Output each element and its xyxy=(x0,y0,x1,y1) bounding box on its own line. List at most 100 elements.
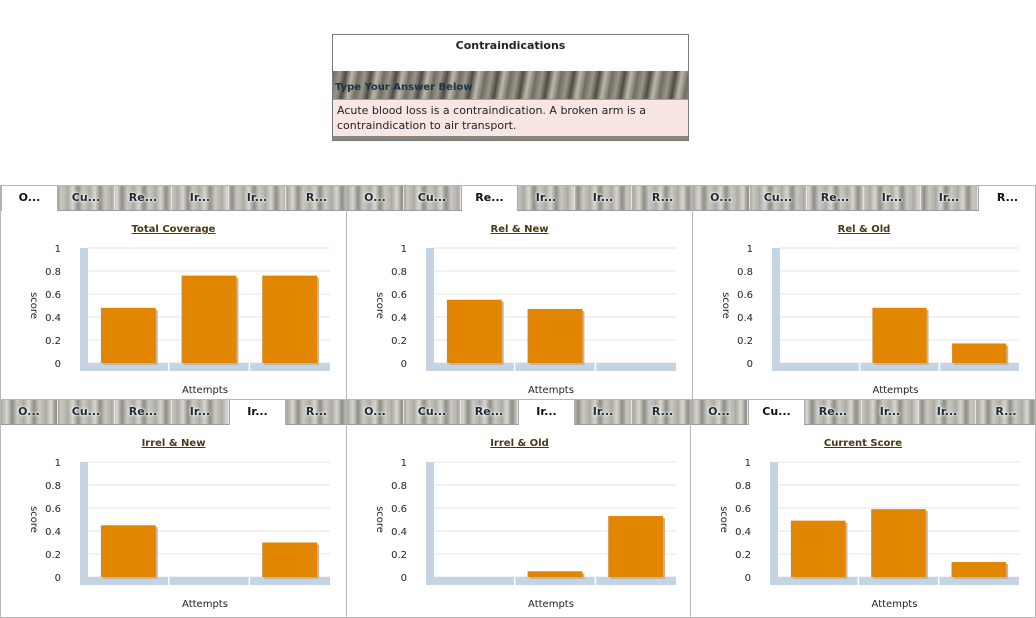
y-tick-label: 0.6 xyxy=(737,290,753,301)
y-tick-label: 0.6 xyxy=(735,504,751,515)
tab-3[interactable]: Re... xyxy=(461,186,518,211)
bar-chart: 0 0.2 0.4 0.6 0.8 1 Attempts score xyxy=(28,244,330,396)
tab-6[interactable]: R... xyxy=(976,400,1035,424)
x-axis-title: Attempts xyxy=(528,385,574,396)
tab-4[interactable]: Ir... xyxy=(864,186,921,210)
tab-4[interactable]: Ir... xyxy=(518,186,575,210)
tab-4[interactable]: Ir... xyxy=(862,400,919,424)
tab-6[interactable]: R... xyxy=(632,400,692,424)
y-axis-title: score xyxy=(28,506,39,533)
y-tick-label: 0.6 xyxy=(45,504,61,515)
y-axis-wall xyxy=(772,248,780,371)
bar-chart: 0 0.2 0.4 0.6 0.8 1 Attempts score xyxy=(374,244,676,396)
tab-5[interactable]: Ir... xyxy=(921,186,978,210)
y-axis-title: score xyxy=(720,292,731,319)
y-tick-label: 1 xyxy=(745,458,751,469)
question-card: Contraindications Type Your Answer Below… xyxy=(332,34,689,141)
tab-3[interactable]: Re... xyxy=(807,186,864,210)
tab-3[interactable]: Re... xyxy=(115,400,172,424)
tab-1[interactable]: O... xyxy=(347,186,404,210)
y-axis-title: score xyxy=(374,292,385,319)
tab-5[interactable]: Ir... xyxy=(575,400,632,424)
bar xyxy=(446,299,502,363)
y-tick-label: 1 xyxy=(747,244,753,255)
tab-3[interactable]: Re... xyxy=(115,186,172,210)
tab-4[interactable]: Ir... xyxy=(172,186,229,210)
y-tick-label: 0.8 xyxy=(45,267,61,278)
tab-2[interactable]: Cu... xyxy=(58,400,115,424)
bar xyxy=(181,275,237,363)
question-title: Contraindications xyxy=(455,39,566,52)
bar xyxy=(790,520,846,577)
bar xyxy=(872,307,927,363)
y-tick-label: 0.4 xyxy=(391,527,407,538)
y-tick-label: 0.6 xyxy=(391,290,407,301)
answer-prompt: Type Your Answer Below xyxy=(335,82,473,93)
x-axis-floor xyxy=(780,363,1019,371)
y-axis-title: score xyxy=(718,506,729,533)
tab-2[interactable]: Cu... xyxy=(404,186,461,210)
bar-chart: 0 0.2 0.4 0.6 0.8 1 Attempts score xyxy=(720,244,1019,396)
y-axis-wall xyxy=(80,248,88,371)
y-tick-label: 0.2 xyxy=(45,550,61,561)
chart-panel: O... Cu... Re... Ir... Ir... R... Current Scor… xyxy=(690,399,1036,618)
chart-panel: O... Cu... Re... Ir... Ir... R... Rel & New 0 0.… xyxy=(346,185,693,400)
tab-2[interactable]: Cu... xyxy=(404,400,461,424)
banner-bottom-strip xyxy=(333,136,688,140)
tab-3[interactable]: Re... xyxy=(805,400,862,424)
tab-6[interactable]: R... xyxy=(286,186,346,210)
tab-1[interactable]: O... xyxy=(691,400,748,424)
tab-2[interactable]: Cu... xyxy=(750,186,807,210)
tab-4[interactable]: Ir... xyxy=(172,400,229,424)
chart-panel: O... Cu... Re... Ir... Ir... R... Rel & Old 0 0.… xyxy=(692,185,1036,400)
x-axis-title: Attempts xyxy=(873,385,919,396)
x-axis-floor xyxy=(778,577,1019,585)
tab-strip: O... Cu... Re... Ir... Ir... R... xyxy=(347,186,692,211)
tab-5[interactable]: Ir... xyxy=(229,186,286,210)
tab-5[interactable]: Ir... xyxy=(919,400,976,424)
y-tick-label: 0.8 xyxy=(391,481,407,492)
y-tick-label: 0.4 xyxy=(45,527,61,538)
chart-title: Current Score xyxy=(823,438,903,449)
bar xyxy=(262,275,318,363)
tab-strip: O... Cu... Re... Ir... Ir... R... xyxy=(347,400,692,425)
chart-title: Irrel & Old xyxy=(490,438,549,449)
y-tick-label: 0 xyxy=(745,573,751,584)
tab-5[interactable]: Ir... xyxy=(575,186,632,210)
y-tick-label: 0 xyxy=(55,573,61,584)
y-tick-label: 0 xyxy=(401,359,407,370)
y-axis-title: score xyxy=(28,292,39,319)
y-tick-label: 0.4 xyxy=(735,527,751,538)
y-axis-wall xyxy=(426,462,434,585)
y-tick-label: 0.4 xyxy=(737,313,753,324)
tab-1[interactable]: O... xyxy=(1,400,58,424)
tab-1[interactable]: O... xyxy=(693,186,750,210)
chart-title: Rel & New xyxy=(490,224,549,235)
y-tick-label: 0 xyxy=(747,359,753,370)
x-axis-title: Attempts xyxy=(872,599,918,610)
tab-4[interactable]: Ir... xyxy=(518,400,575,425)
y-tick-label: 1 xyxy=(55,458,61,469)
tab-6[interactable]: R... xyxy=(286,400,346,424)
bar xyxy=(608,516,664,577)
y-tick-label: 0.2 xyxy=(391,336,407,347)
y-tick-label: 0.8 xyxy=(391,267,407,278)
tab-2[interactable]: Cu... xyxy=(58,186,115,210)
y-tick-label: 0.8 xyxy=(737,267,753,278)
bar xyxy=(951,562,1007,577)
y-tick-label: 0.6 xyxy=(45,290,61,301)
tab-1[interactable]: O... xyxy=(347,400,404,424)
tab-3[interactable]: Re... xyxy=(461,400,518,424)
tab-strip: O... Cu... Re... Ir... Ir... R... xyxy=(691,400,1035,425)
y-tick-label: 0 xyxy=(55,359,61,370)
tab-5[interactable]: Ir... xyxy=(229,400,286,425)
tab-6[interactable]: R... xyxy=(978,186,1035,211)
bar-chart: 0 0.2 0.4 0.6 0.8 1 Attempts score xyxy=(718,458,1019,610)
bar xyxy=(871,509,926,577)
tab-2[interactable]: Cu... xyxy=(748,400,805,425)
tab-1[interactable]: O... xyxy=(1,186,58,211)
bar-chart: 0 0.2 0.4 0.6 0.8 1 Attempts score xyxy=(374,458,676,610)
tab-6[interactable]: R... xyxy=(632,186,692,210)
y-tick-label: 0.6 xyxy=(391,504,407,515)
bar-chart: 0 0.2 0.4 0.6 0.8 1 Attempts score xyxy=(28,458,330,610)
